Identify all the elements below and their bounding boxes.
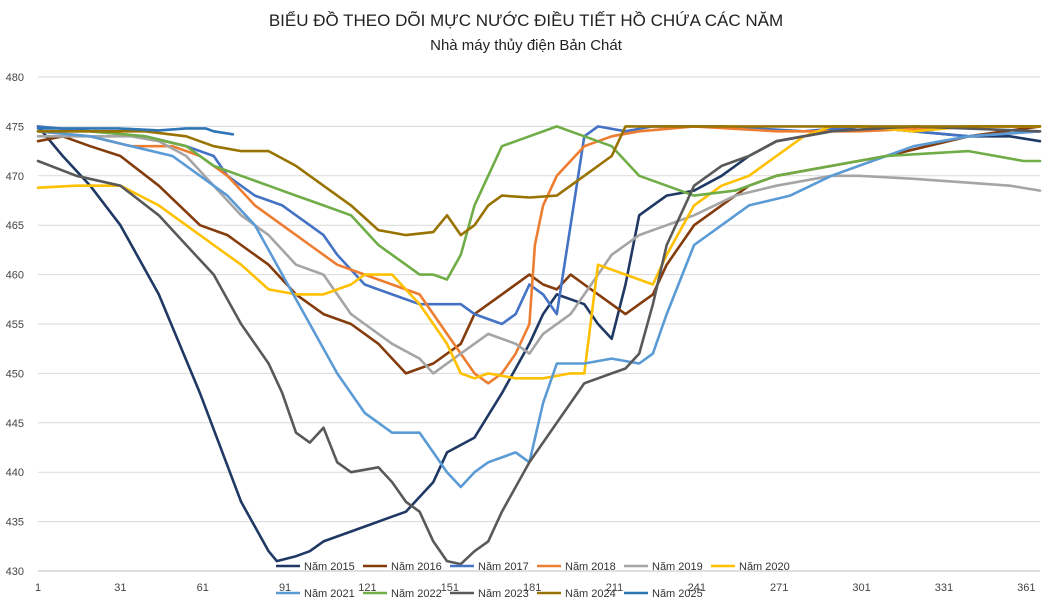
- series-line-năm-2021: [36, 130, 1042, 489]
- series-line-năm-2020: [36, 125, 1042, 380]
- legend-label: Năm 2016: [391, 561, 442, 573]
- series-line-năm-2024: [36, 125, 1042, 237]
- series-lines: [36, 125, 1042, 566]
- series-line-năm-2016: [36, 125, 1042, 375]
- legend-label: Năm 2019: [652, 561, 703, 573]
- x-tick-label: 331: [935, 582, 953, 594]
- series-line-năm-2018: [36, 125, 1042, 385]
- legend-label: Năm 2017: [478, 561, 529, 573]
- y-tick-label: 455: [6, 319, 24, 331]
- series-line-năm-2015: [36, 125, 1042, 563]
- x-tick-label: 211: [606, 582, 624, 594]
- series-line-năm-2025: [36, 127, 235, 136]
- x-tick-label: 61: [197, 582, 209, 594]
- legend-label: Năm 2024: [565, 588, 616, 600]
- x-tick-label: 151: [441, 582, 459, 594]
- y-tick-label: 475: [6, 121, 24, 133]
- y-tick-label: 450: [6, 368, 24, 380]
- x-tick-label: 241: [688, 582, 706, 594]
- y-tick-label: 430: [6, 566, 24, 578]
- legend-label: Năm 2025: [652, 588, 703, 600]
- y-tick-label: 440: [6, 467, 24, 479]
- legend-label: Năm 2015: [304, 561, 355, 573]
- y-tick-label: 435: [6, 517, 24, 529]
- y-tick-label: 470: [6, 171, 24, 183]
- series-line-năm-2019: [36, 135, 1042, 375]
- legend: Năm 2015 Năm 2016 Năm 2017 Năm 2018 Năm 2019…: [276, 561, 790, 600]
- x-tick-label: 271: [770, 582, 788, 594]
- x-tick-label: 361: [1017, 582, 1035, 594]
- y-tick-label: 465: [6, 220, 24, 232]
- x-tick-label: 31: [114, 582, 126, 594]
- chart-title: BIỂU ĐỒ THEO DÕI MỰC NƯỚC ĐIỀU TIẾT HỒ C…: [269, 11, 783, 30]
- y-tick-label: 480: [6, 72, 24, 84]
- legend-label: Năm 2023: [478, 588, 529, 600]
- series-line-năm-2017: [36, 125, 1042, 326]
- legend-label: Năm 2020: [739, 561, 790, 573]
- y-tick-label: 445: [6, 418, 24, 430]
- legend-label: Năm 2018: [565, 561, 616, 573]
- series-line-năm-2022: [36, 125, 1042, 281]
- y-axis-ticks: 430 435 440 445 450 455 460 465 470 475 480: [6, 72, 24, 578]
- legend-label: Năm 2021: [304, 588, 355, 600]
- chart-subtitle: Nhà máy thủy điện Bản Chát: [430, 37, 623, 54]
- x-tick-label: 121: [358, 582, 376, 594]
- x-tick-label: 301: [852, 582, 870, 594]
- series-line-năm-2023: [36, 125, 1042, 566]
- x-tick-label: 1: [35, 582, 41, 594]
- x-tick-label: 181: [523, 582, 541, 594]
- x-tick-label: 91: [279, 582, 291, 594]
- y-tick-label: 460: [6, 270, 24, 282]
- x-axis-ticks: 1 31 61 91 121 151 181 211 241 271 301 331 361: [35, 582, 1036, 594]
- legend-label: Năm 2022: [391, 588, 442, 600]
